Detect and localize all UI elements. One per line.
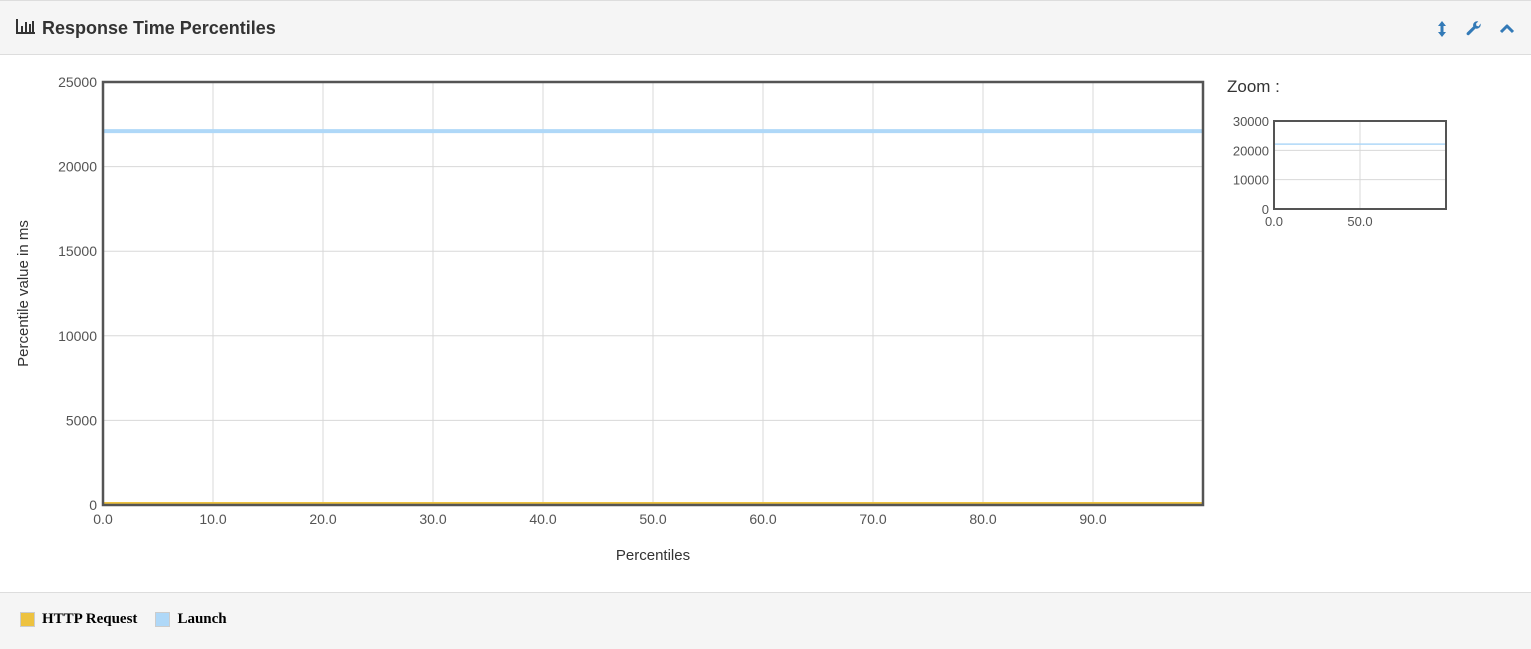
x-tick-label: 0.0 [93,511,113,527]
zoom-y-tick-label: 20000 [1233,143,1269,158]
legend-label: Launch [177,611,227,627]
panel-title-text: Response Time Percentiles [42,18,276,38]
y-tick-label: 15000 [58,243,97,259]
legend-item[interactable]: HTTP Request [20,611,137,628]
zoom-x-tick-label: 50.0 [1347,214,1372,229]
y-axis-label: Percentile value in ms [15,220,32,367]
legend: HTTP Request Launch [20,611,227,628]
zoom-y-tick-label: 10000 [1233,173,1269,188]
y-tick-label: 0 [89,497,97,513]
y-tick-label: 10000 [58,328,97,344]
x-tick-label: 30.0 [419,511,446,527]
zoom-plot-frame [1273,120,1447,210]
x-axis-label: Percentiles [616,547,690,564]
bar-chart-icon [16,18,36,39]
plot-frame [101,80,1205,507]
chevron-up-icon[interactable] [1497,19,1517,39]
panel-footer: HTTP Request Launch [0,592,1531,649]
zoom-label: Zoom : [1227,77,1280,96]
legend-item[interactable]: Launch [155,611,227,628]
y-tick-label: 20000 [58,159,97,175]
y-tick-label: 25000 [58,74,97,90]
panel-title: Response Time Percentiles [16,18,276,39]
x-tick-label: 20.0 [309,511,336,527]
y-tick-label: 5000 [66,412,97,428]
x-tick-label: 60.0 [749,511,776,527]
x-tick-label: 10.0 [199,511,226,527]
x-tick-label: 40.0 [529,511,556,527]
zoom-y-tick-label: 30000 [1233,114,1269,129]
zoom-y-tick-label: 0 [1262,202,1269,217]
legend-label: HTTP Request [42,611,138,627]
panel-header: Response Time Percentiles [0,0,1531,55]
legend-swatch [20,612,35,627]
zoom-chart[interactable]: 0.0 50.0 0 10000 20000 30000 [1220,110,1520,310]
zoom-x-tick-label: 0.0 [1265,214,1283,229]
x-tick-label: 70.0 [859,511,886,527]
wrench-icon[interactable] [1464,19,1484,39]
main-chart[interactable]: 0.0 10.0 20.0 30.0 40.0 50.0 60.0 70.0 80.0 90.0 0… [0,55,1220,592]
panel-body: 0.0 10.0 20.0 30.0 40.0 50.0 60.0 70.0 80.0 90.0 0… [0,55,1531,592]
legend-swatch [155,612,171,627]
x-tick-label: 80.0 [969,511,996,527]
vertical-resize-icon[interactable] [1432,19,1452,39]
x-tick-label: 90.0 [1079,511,1106,527]
x-tick-label: 50.0 [639,511,666,527]
